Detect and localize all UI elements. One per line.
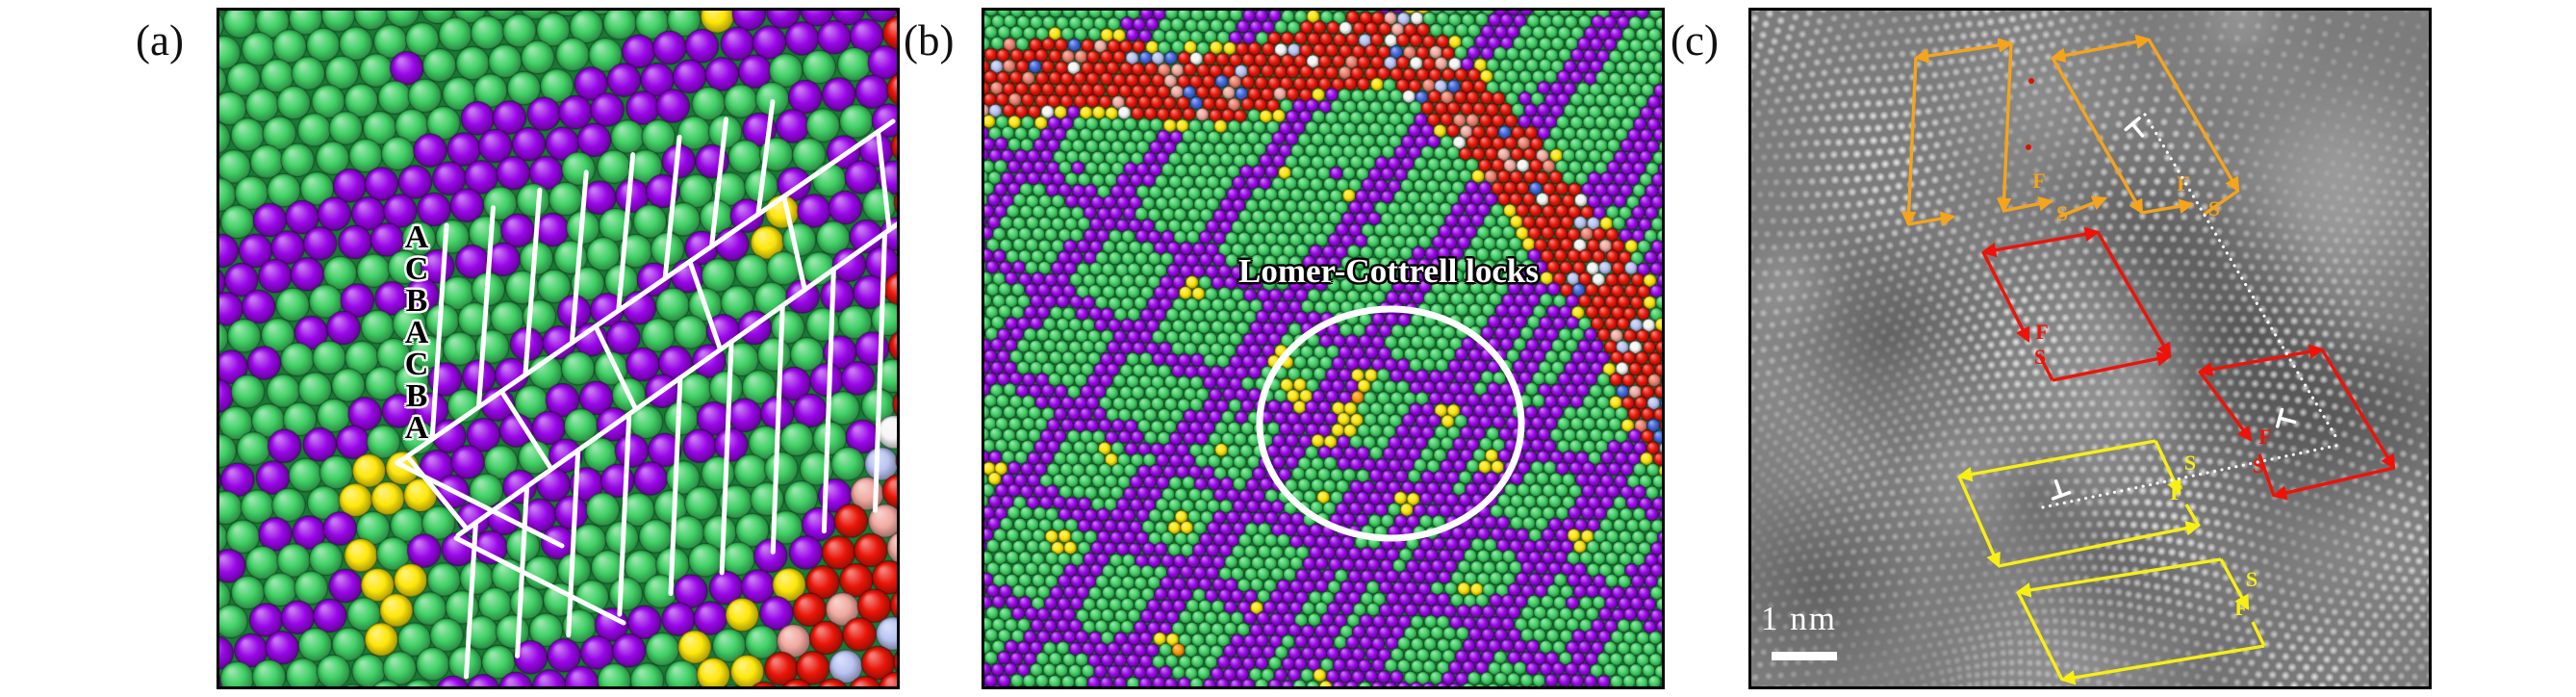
- lomer-cottrell-label: Lomer-Cottrell locks: [1238, 252, 1539, 290]
- panel-c-lattice-canvas: [1751, 11, 2429, 686]
- panel-a-atoms-canvas: [219, 11, 897, 686]
- scale-bar-label: 1 nm: [1761, 600, 1837, 637]
- panel-a-label: (a): [136, 16, 184, 65]
- panel-c-label: (c): [1671, 16, 1719, 65]
- panel-a-simulation-snapshot: A C B A C B A: [217, 8, 900, 689]
- panel-b-label: (b): [904, 16, 955, 65]
- panel-b-atoms-canvas: [984, 11, 1662, 686]
- stacking-sequence-label: A C B A C B A: [404, 219, 429, 446]
- panel-b-simulation-snapshot: Lomer-Cottrell locks: [982, 8, 1665, 689]
- scale-bar: [1772, 652, 1837, 660]
